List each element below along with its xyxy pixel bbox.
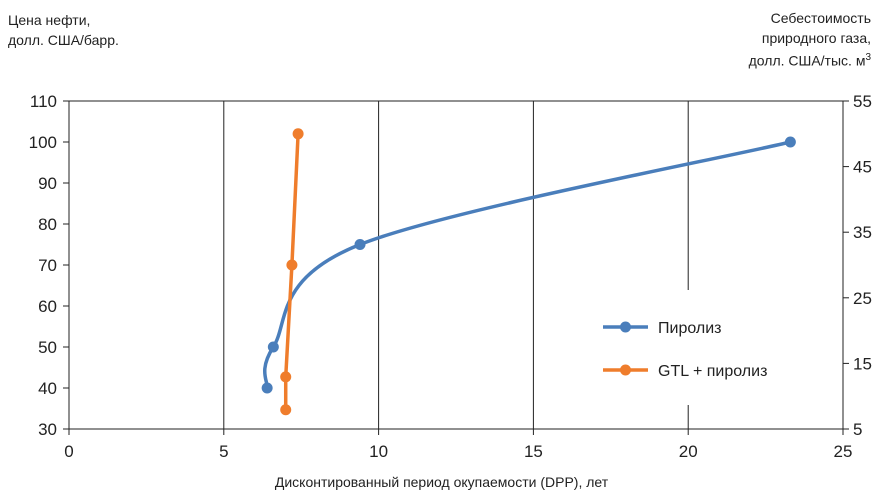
series-point <box>280 404 292 416</box>
series-line <box>263 140 793 390</box>
left-axis-title: Цена нефти, долл. США/барр. <box>8 10 119 50</box>
x-axis-title: Дисконтированный период окупаемости (DPP… <box>274 474 609 490</box>
series-group <box>261 128 796 416</box>
left-tick-label: 70 <box>38 256 57 275</box>
right-tick-label: 55 <box>853 92 872 111</box>
left-tick-label: 110 <box>30 92 57 111</box>
left-tick-label: 60 <box>38 297 57 316</box>
tick-labels: 0 5 10 15 20 25 110 100 90 80 70 60 50 40 30 55 45 35 25 15… <box>29 92 872 461</box>
series-point <box>354 239 366 250</box>
x-tick-label: 10 <box>369 442 388 461</box>
series-point <box>286 259 298 271</box>
series-point <box>784 136 796 148</box>
grid-lines <box>223 101 689 429</box>
right-tick-label: 35 <box>853 223 872 242</box>
right-axis-title-unit: долл. США/тыс. м <box>748 52 866 69</box>
legend-marker <box>620 321 631 333</box>
left-tick-label: 90 <box>38 174 57 193</box>
axes <box>63 100 849 435</box>
right-axis-title-line1: Себестоимость <box>770 10 871 26</box>
legend-marker <box>620 364 631 376</box>
right-tick-label: 15 <box>853 354 872 373</box>
legend-label: GTL + пиролиз <box>658 363 767 380</box>
legend: Пиролиз GTL + пиролиз <box>603 320 767 380</box>
legend-label: Пиролиз <box>658 320 722 337</box>
x-tick-label: 15 <box>524 442 543 461</box>
x-tick-label: 0 <box>64 442 73 461</box>
series-point <box>261 382 273 394</box>
left-tick-label: 100 <box>29 133 57 152</box>
right-axis-title-line2: природного газа, <box>761 30 871 46</box>
right-tick-label: 25 <box>853 289 872 308</box>
x-tick-label: 5 <box>219 442 228 461</box>
series-point <box>280 371 292 383</box>
x-tick-label: 20 <box>679 442 698 461</box>
right-axis-title: Себестоимость природного газа, долл. США… <box>749 8 871 71</box>
series-point <box>267 341 279 353</box>
right-tick-label: 5 <box>853 420 862 439</box>
left-tick-label: 80 <box>38 215 57 234</box>
x-tick-label: 25 <box>834 442 853 461</box>
left-tick-label: 40 <box>38 379 57 398</box>
left-axis-title-line2: долл. США/барр. <box>8 32 119 48</box>
series-point <box>292 128 304 140</box>
right-tick-label: 45 <box>853 158 872 177</box>
left-axis-title-line1: Цена нефти, <box>8 12 91 28</box>
right-axis-title-line3: долл. США/тыс. м3 <box>749 48 871 71</box>
right-axis-title-superscript: 3 <box>865 52 871 63</box>
left-tick-label: 30 <box>38 420 57 439</box>
left-tick-label: 50 <box>38 338 57 357</box>
series-line <box>283 132 300 412</box>
